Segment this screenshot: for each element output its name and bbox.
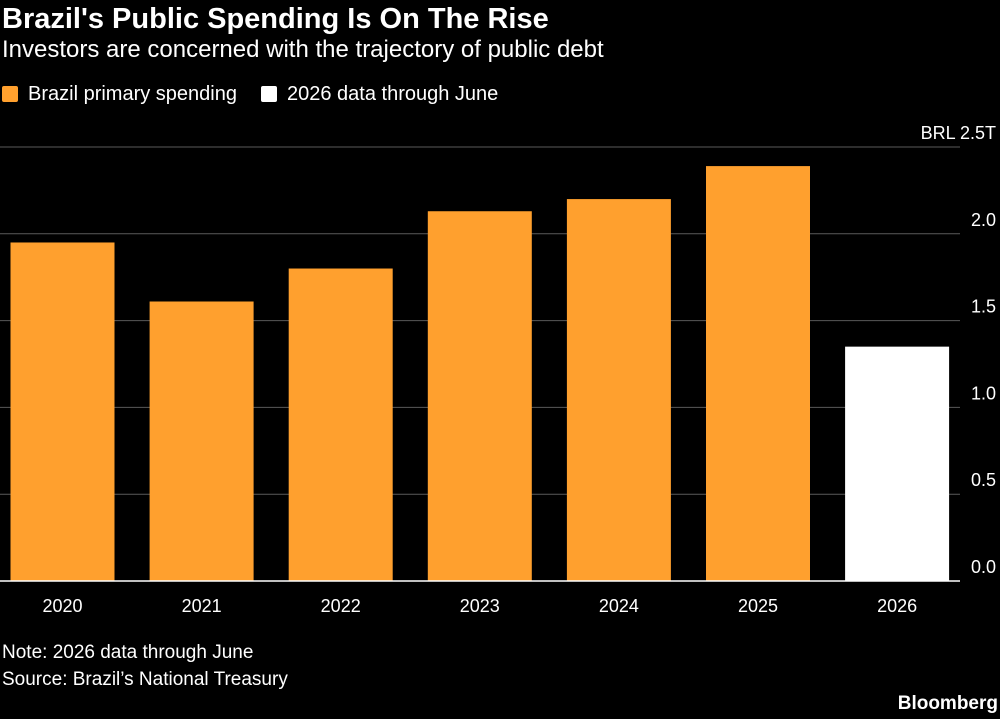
bar xyxy=(288,268,393,581)
bar xyxy=(706,166,810,581)
chart-note: Note: 2026 data through June xyxy=(2,642,254,663)
legend-swatch-orange xyxy=(2,86,18,102)
x-tick-label: 2023 xyxy=(460,596,500,616)
x-tick-label: 2022 xyxy=(321,596,361,616)
legend-item-2026-partial: 2026 data through June xyxy=(260,82,499,106)
bloomberg-logo: Bloomberg xyxy=(897,693,998,714)
legend-label-2026-partial: 2026 data through June xyxy=(286,82,499,105)
chart-subtitle: Investors are concerned with the traject… xyxy=(2,36,604,63)
x-tick-label: 2026 xyxy=(877,596,917,616)
legend: Brazil primary spending 2026 data throug… xyxy=(2,82,522,106)
x-tick-label: 2020 xyxy=(42,596,82,616)
y-tick-label: 0.0 xyxy=(971,557,996,577)
chart-title: Brazil's Public Spending Is On The Rise xyxy=(2,3,549,35)
legend-label-primary-spending: Brazil primary spending xyxy=(28,82,237,105)
legend-item-primary-spending: Brazil primary spending xyxy=(2,83,237,106)
bar xyxy=(566,199,671,581)
y-tick-label: 1.0 xyxy=(971,383,996,403)
bar xyxy=(427,211,532,581)
y-tick-label: 0.5 xyxy=(971,470,996,490)
chart-source: Source: Brazil’s National Treasury xyxy=(2,669,288,690)
bar xyxy=(149,301,254,581)
x-tick-label: 2025 xyxy=(738,596,778,616)
y-tick-label: 2.0 xyxy=(971,210,996,230)
bar xyxy=(845,346,950,581)
x-tick-label: 2021 xyxy=(182,596,222,616)
bar xyxy=(10,242,115,582)
y-tick-label: 1.5 xyxy=(971,297,996,317)
x-tick-label: 2024 xyxy=(599,596,639,616)
y-tick-label: BRL 2.5T xyxy=(921,123,996,143)
legend-swatch-white xyxy=(260,86,277,102)
